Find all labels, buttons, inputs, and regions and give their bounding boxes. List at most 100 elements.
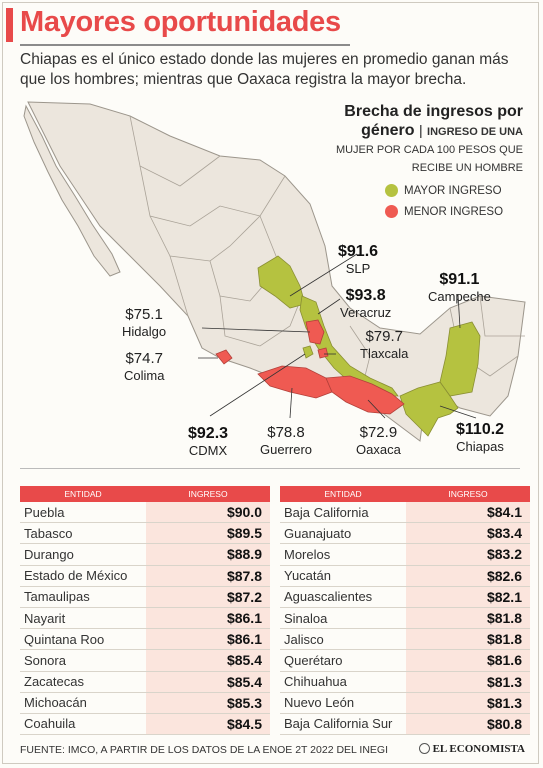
map-state-campeche	[439, 321, 481, 397]
map-label-veracruz: $93.8 Veracruz	[340, 286, 391, 321]
map-label-tlaxcala: $79.7 Tlaxcala	[360, 328, 408, 362]
map-label-name: Colima	[124, 368, 165, 383]
table-row: Sinaloa $81.8	[280, 607, 530, 630]
table-header-row: ENTIDAD INGRESO	[280, 486, 530, 502]
map-label-value: $74.7	[125, 350, 163, 367]
legend-title-line: género	[361, 122, 415, 139]
brand-logo: EL ECONOMISTA	[418, 743, 525, 755]
map-label-colima: $74.7 Colima	[124, 350, 164, 384]
table-row: Estado de México $87.8	[20, 565, 270, 587]
cell-income: $86.1	[146, 607, 270, 630]
map-state-cdmx	[302, 345, 314, 359]
table-row: Coahuila $84.5	[20, 713, 270, 736]
table-row: Sonora $85.4	[20, 649, 270, 672]
income-table-right: ENTIDAD INGRESO Baja California $84.1 Guan…	[280, 486, 530, 736]
table-row: Michoacán $85.3	[20, 692, 270, 714]
cell-income: $80.8	[406, 713, 530, 736]
cell-entity: Nayarit	[20, 607, 146, 630]
legend-subtitle-line: MUJER POR CADA 100 PESOS QUE	[335, 144, 523, 156]
legend-subtitle-line: INGRESO DE UNA	[427, 126, 523, 138]
page-title: Mayores oportunidades	[20, 6, 341, 38]
cell-entity: Quintana Roo	[20, 628, 146, 651]
legend-separator: |	[418, 122, 423, 138]
map-label-value: $93.8	[345, 287, 386, 304]
map-label-value: $75.1	[125, 306, 163, 323]
legend-item-label: MENOR INGRESO	[404, 205, 504, 218]
cell-entity: Sonora	[20, 649, 146, 672]
title-accent-bar	[6, 8, 13, 42]
table-header-row: ENTIDAD INGRESO	[20, 486, 270, 502]
cell-income: $81.8	[406, 628, 530, 651]
cell-entity: Estado de México	[20, 565, 146, 587]
cell-entity: Nuevo León	[280, 692, 406, 714]
cell-entity: Querétaro	[280, 649, 406, 672]
map-label-value: $91.1	[439, 271, 480, 288]
cell-income: $84.5	[146, 713, 270, 736]
brand-name: EL ECONOMISTA	[432, 743, 525, 755]
map-label-guerrero: $78.8 Guerrero	[260, 424, 312, 458]
map-state-tlaxcala	[317, 347, 329, 359]
map-label-name: SLP	[345, 261, 371, 276]
cell-entity: Sinaloa	[280, 607, 406, 630]
table-row: Nuevo León $81.3	[280, 692, 530, 714]
map-label-name: Hidalgo	[122, 324, 167, 339]
legend-green-dot	[385, 184, 398, 197]
map-label-value: $110.2	[456, 421, 505, 438]
source-note: FUENTE: IMCO, A PARTIR DE LOS DATOS DE L…	[20, 744, 389, 756]
cell-income: $90.0	[146, 502, 270, 524]
income-table-left: ENTIDAD INGRESO Puebla $90.0 Tabasco $89.5 D…	[20, 486, 270, 736]
table-row: Quintana Roo $86.1	[20, 628, 270, 651]
cell-entity: Aguascalientes	[280, 586, 406, 608]
table-row: Tamaulipas $87.2	[20, 586, 270, 608]
cell-income: $85.3	[146, 692, 270, 714]
cell-income: $83.2	[406, 543, 530, 566]
column-header-income: INGRESO	[406, 486, 530, 502]
table-row: Querétaro $81.6	[280, 649, 530, 672]
map-label-chiapas: $110.2 Chiapas	[456, 420, 504, 455]
cell-entity: Yucatán	[280, 565, 406, 587]
legend-red-dot	[385, 205, 398, 218]
cell-income: $81.8	[406, 607, 530, 630]
map-state-oaxaca	[325, 375, 405, 415]
legend-title: Brecha de ingresos por género | INGRESO …	[313, 102, 523, 140]
legend-title-line: Brecha de ingresos por	[344, 103, 523, 120]
column-header-entity: ENTIDAD	[20, 486, 146, 502]
map-label-value: $78.8	[267, 424, 305, 441]
cell-entity: Michoacán	[20, 692, 146, 714]
map-label-cdmx: $92.3 CDMX	[188, 424, 228, 459]
cell-income: $82.1	[406, 586, 530, 608]
map-legend: Brecha de ingresos por género | INGRESO …	[313, 102, 523, 218]
table-row: Aguascalientes $82.1	[280, 586, 530, 608]
table-row: Durango $88.9	[20, 543, 270, 566]
map-label-slp: $91.6 SLP	[338, 242, 378, 277]
legend-item-menor: MENOR INGRESO	[385, 205, 523, 218]
page-subtitle: Chiapas es el único estado donde las muj…	[20, 51, 509, 88]
cell-entity: Baja California Sur	[280, 713, 406, 736]
cell-entity: Puebla	[20, 502, 146, 524]
cell-income: $89.5	[146, 522, 270, 545]
map-label-name: Campeche	[428, 289, 491, 304]
cell-entity: Durango	[20, 543, 146, 566]
map-label-hidalgo: $75.1 Hidalgo	[122, 306, 166, 340]
table-row: Morelos $83.2	[280, 543, 530, 566]
column-header-income: INGRESO	[146, 486, 270, 502]
map-label-value: $79.7	[365, 328, 403, 345]
map-label-name: CDMX	[188, 443, 228, 458]
mexico-map	[23, 101, 526, 442]
map-label-oaxaca: $72.9 Oaxaca	[356, 424, 401, 458]
legend-item-mayor: MAYOR INGRESO	[385, 184, 523, 197]
map-label-value: $91.6	[338, 243, 379, 260]
map-area: $91.6 SLP $93.8 Veracruz $91.1 Campeche …	[20, 96, 530, 464]
cell-entity: Jalisco	[280, 628, 406, 651]
map-label-name: Chiapas	[456, 439, 504, 454]
cell-entity: Zacatecas	[20, 671, 146, 693]
map-label-name: Guerrero	[260, 442, 313, 457]
table-row: Puebla $90.0	[20, 502, 270, 524]
cell-income: $84.1	[406, 502, 530, 524]
cell-entity: Baja California	[280, 502, 406, 524]
title-divider	[20, 44, 350, 46]
cell-income: $85.4	[146, 671, 270, 693]
table-row: Yucatán $82.6	[280, 565, 530, 587]
cell-income: $83.4	[406, 522, 530, 545]
cell-income: $87.8	[146, 565, 270, 587]
